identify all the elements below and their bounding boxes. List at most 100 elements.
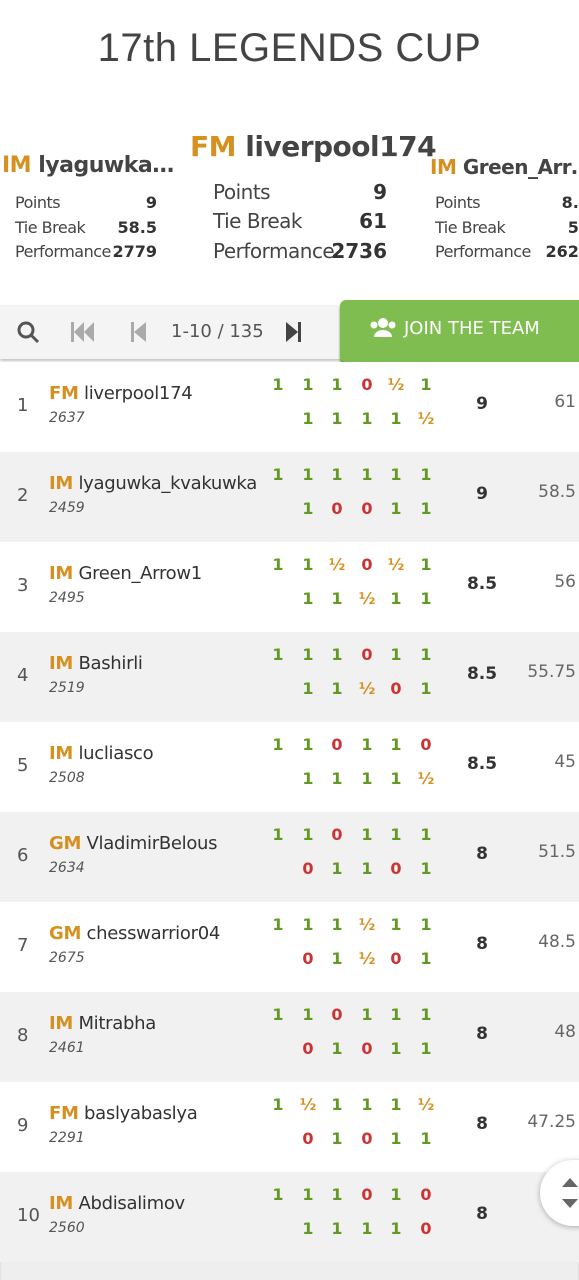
team-icon <box>370 318 396 337</box>
result: 1 <box>331 859 343 878</box>
podium-name[interactable]: Green_Arr… <box>462 155 579 179</box>
result: 1 <box>272 1005 284 1024</box>
player-name[interactable]: Bashirli <box>78 653 143 674</box>
result: 1 <box>331 769 343 788</box>
result: 1 <box>302 1185 314 1204</box>
result: 1 <box>302 1005 314 1024</box>
standing-row[interactable]: 9 FM baslyabaslya 2291 1 ½ 1 1 1 ½ 0 1 0 1 1 8 47.25 <box>0 1082 579 1172</box>
podium-stat-label: Tie Break <box>435 218 506 237</box>
result: 1 <box>331 645 343 664</box>
result: 1 <box>420 859 432 878</box>
rank: 3 <box>17 575 29 596</box>
result: ½ <box>358 915 376 934</box>
result: 1 <box>272 645 284 664</box>
result: 1 <box>390 735 402 754</box>
podium-title: IM <box>430 155 457 179</box>
rating: 2675 <box>49 950 85 966</box>
podium-stat-value: 56 <box>567 218 579 237</box>
podium-stat-value: 61 <box>359 209 387 233</box>
tie-break: 61 <box>554 392 576 412</box>
standing-row[interactable]: 8 IM Mitrabha 2461 1 1 0 1 1 1 0 1 0 1 1 8 48 <box>0 992 579 1082</box>
player-name[interactable]: baslyabaslya <box>84 1103 198 1124</box>
result: 1 <box>361 1095 373 1114</box>
result: 1 <box>302 465 314 484</box>
podium-stat-value: 9 <box>145 193 157 212</box>
player-title: FM <box>49 383 79 404</box>
result: 1 <box>390 589 402 608</box>
result: 1 <box>390 915 402 934</box>
standing-row[interactable]: 10 IM Abdisalimov 2560 1 1 1 0 1 0 1 1 1 1 0 8 <box>0 1172 579 1262</box>
player-name[interactable]: Abdisalimov <box>78 1193 185 1214</box>
player-name[interactable]: lucliasco <box>78 743 154 764</box>
result: 1 <box>361 859 373 878</box>
result: 1 <box>361 1219 373 1238</box>
result: 1 <box>331 465 343 484</box>
result: ½ <box>417 1095 435 1114</box>
result: 1 <box>302 679 314 698</box>
podium-name[interactable]: liverpool174 <box>245 130 437 163</box>
podium-stat-value: 2779 <box>112 242 157 261</box>
result: 1 <box>420 465 432 484</box>
next-page-icon[interactable] <box>286 322 301 342</box>
page-title: 17th LEGENDS CUP <box>97 26 482 70</box>
result: 1 <box>302 1219 314 1238</box>
player: IM lucliasco <box>49 743 154 764</box>
player-title: FM <box>49 1103 79 1124</box>
join-team-label: JOIN THE TEAM <box>404 318 540 339</box>
result: 1 <box>361 735 373 754</box>
player-name[interactable]: liverpool174 <box>84 383 193 404</box>
points: 8 <box>476 934 488 954</box>
rating: 2495 <box>49 590 85 606</box>
result: 0 <box>331 499 343 518</box>
result: 1 <box>302 825 314 844</box>
standing-row[interactable]: 6 GM VladimirBelous 2634 1 1 0 1 1 1 0 1 1 0 1 8 51.5 <box>0 812 579 902</box>
result: 1 <box>390 1095 402 1114</box>
result: 1 <box>331 679 343 698</box>
podium-player: IM lyaguwka… <box>2 153 174 178</box>
player: FM baslyabaslya <box>49 1103 198 1124</box>
prev-page-icon[interactable] <box>131 322 146 342</box>
podium-stat-value: 9 <box>373 180 387 204</box>
standing-row[interactable]: 5 IM lucliasco 2508 1 1 0 1 1 0 1 1 1 1 ½ 8.5 45 <box>0 722 579 812</box>
result: 1 <box>331 375 343 394</box>
standing-row[interactable]: 1 FM liverpool174 2637 1 1 1 0 ½ 1 1 1 1 1 ½ 9 61 <box>0 362 579 452</box>
rating: 2519 <box>49 680 85 696</box>
standing-row[interactable]: 3 IM Green_Arrow1 2495 1 1 ½ 0 ½ 1 1 1 ½ 1 1 8.5 56 <box>0 542 579 632</box>
player: GM VladimirBelous <box>49 833 218 854</box>
player-name[interactable]: lyaguwka_kvakuwka <box>78 473 257 494</box>
result: 1 <box>331 1039 343 1058</box>
podium-name[interactable]: lyaguwka… <box>38 153 174 178</box>
search-icon[interactable] <box>17 321 40 344</box>
tie-break: 45 <box>554 752 576 772</box>
points: 9 <box>476 484 488 504</box>
result: 1 <box>390 1005 402 1024</box>
result: ½ <box>417 769 435 788</box>
result: 1 <box>302 915 314 934</box>
player-name[interactable]: VladimirBelous <box>86 833 218 854</box>
podium-stat-value: 8.5 <box>561 193 579 212</box>
result: 0 <box>420 1185 432 1204</box>
result: 1 <box>302 499 314 518</box>
podium-stat-value: 58.5 <box>117 218 157 237</box>
standing-row[interactable]: 7 GM chesswarrior04 2675 1 1 1 ½ 1 1 0 1 ½ 0 1 8 48.5 <box>0 902 579 992</box>
first-page-icon[interactable] <box>71 322 94 342</box>
result: 1 <box>420 1129 432 1148</box>
rank: 1 <box>17 395 29 416</box>
join-team-button[interactable]: JOIN THE TEAM <box>340 300 579 362</box>
result: 1 <box>331 949 343 968</box>
rank: 2 <box>17 485 29 506</box>
standing-row[interactable]: 4 IM Bashirli 2519 1 1 1 0 1 1 1 1 ½ 0 1 8.5 55.75 <box>0 632 579 722</box>
result: 0 <box>302 1129 314 1148</box>
result: 1 <box>361 1005 373 1024</box>
result: 1 <box>302 375 314 394</box>
podium-stat-value: 2628 <box>545 242 579 261</box>
player-title: GM <box>49 923 82 944</box>
player-name[interactable]: Green_Arrow1 <box>78 563 202 584</box>
rating: 2637 <box>49 410 85 426</box>
result: 0 <box>361 1039 373 1058</box>
result: 1 <box>390 1219 402 1238</box>
player-name[interactable]: Mitrabha <box>78 1013 156 1034</box>
player-name[interactable]: chesswarrior04 <box>86 923 221 944</box>
standing-row[interactable]: 2 IM lyaguwka_kvakuwka 2459 1 1 1 1 1 1 1 0 0 1 1 9 58.… <box>0 452 579 542</box>
